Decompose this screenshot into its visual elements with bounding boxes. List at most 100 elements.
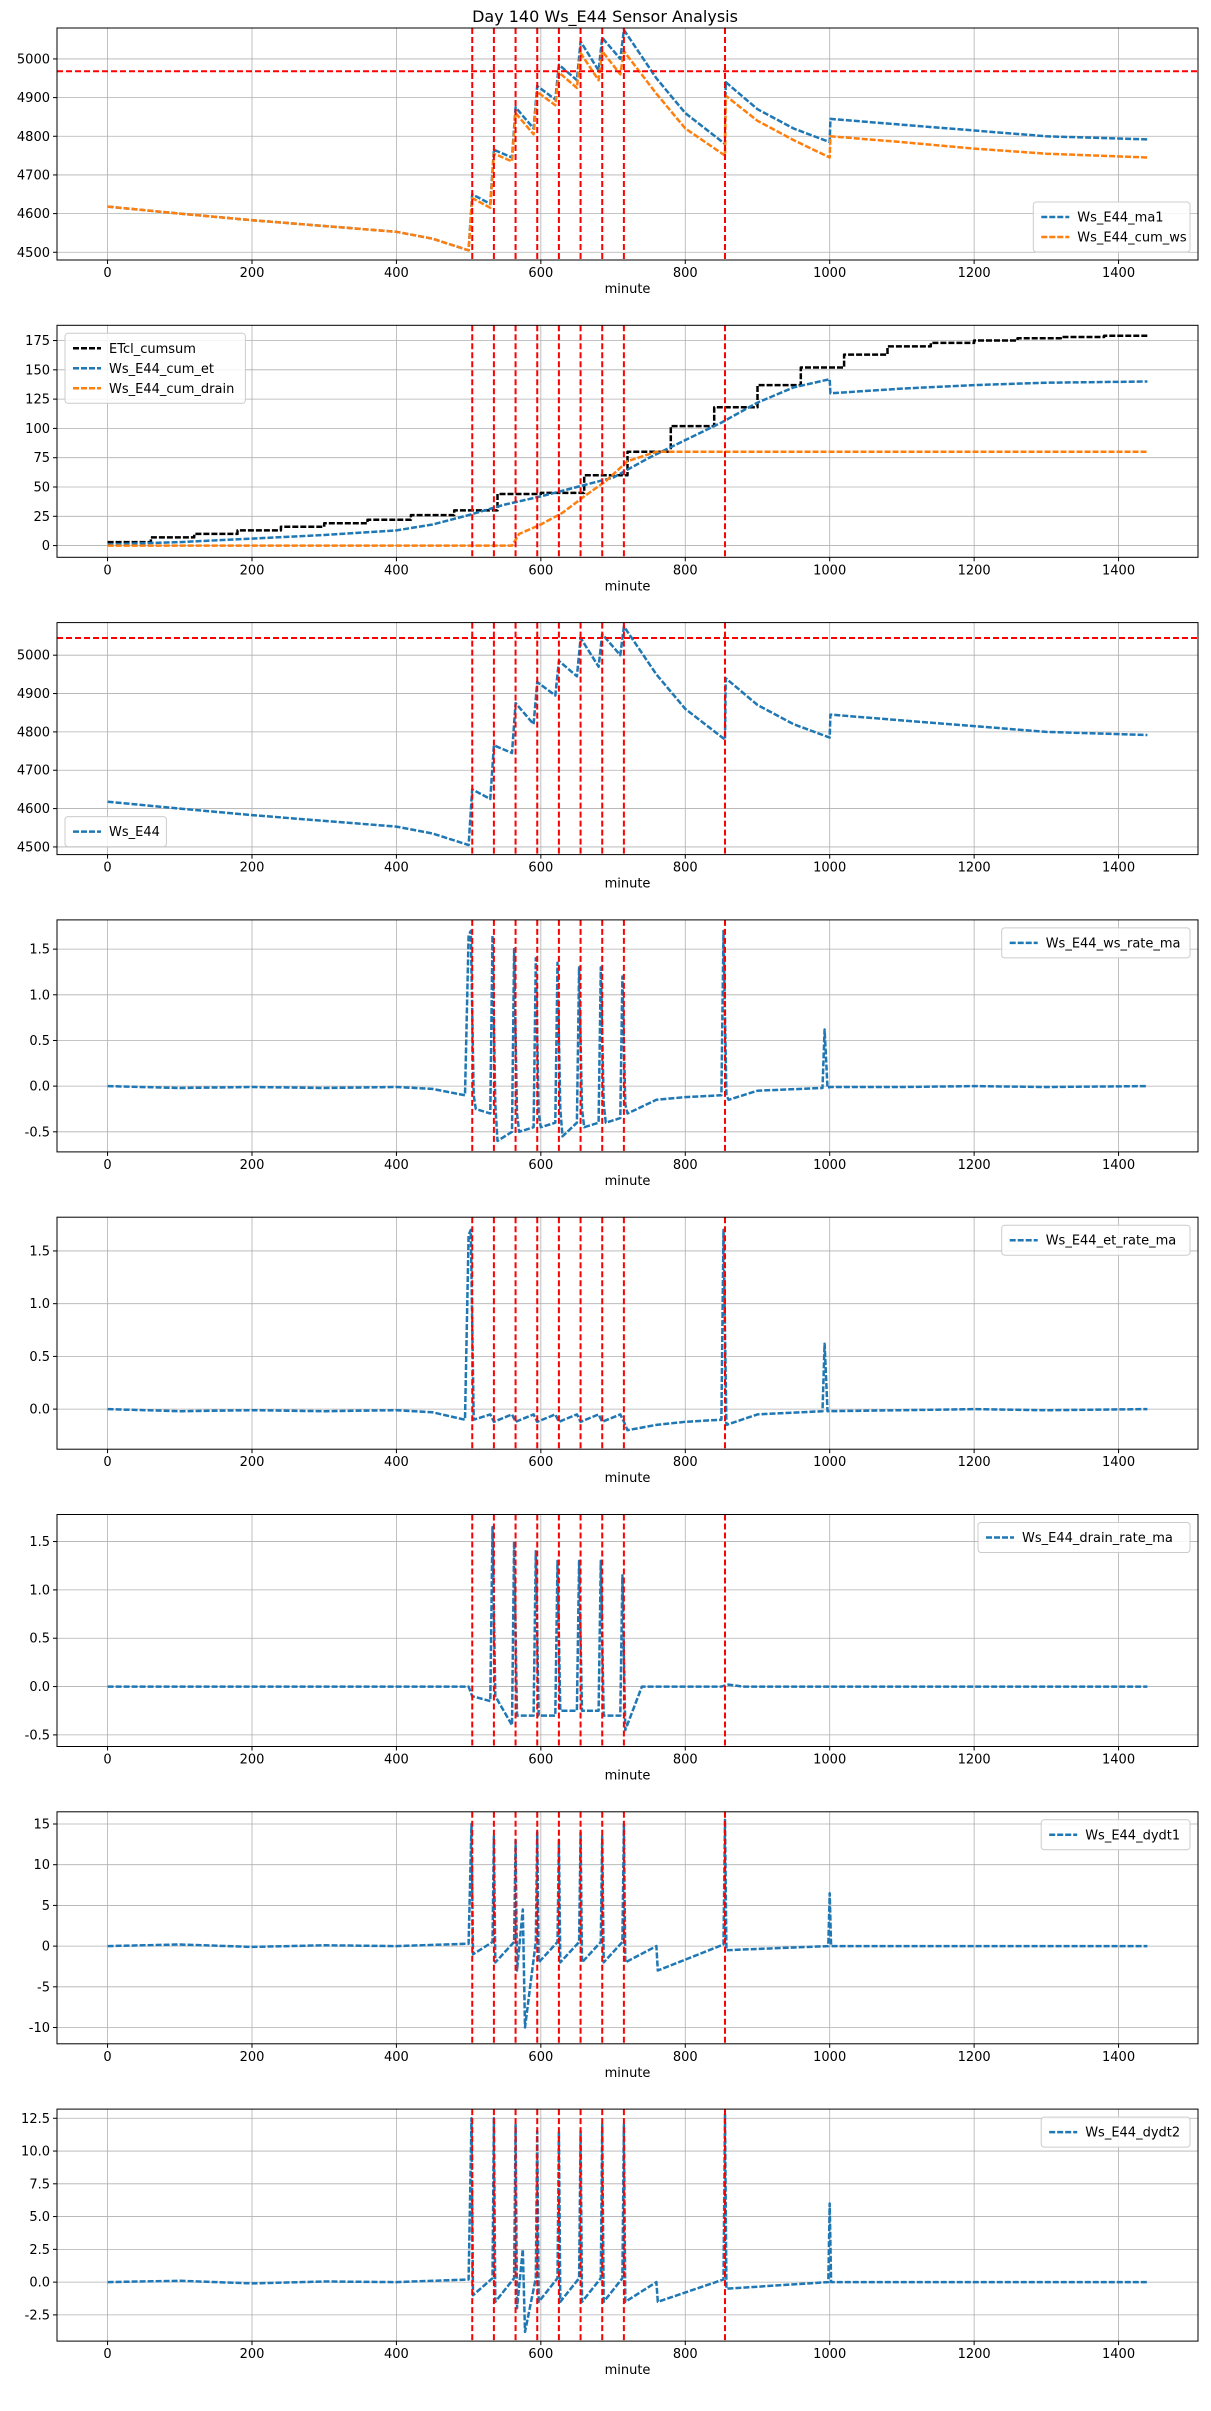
x-tick-label: 400 (384, 266, 409, 281)
x-tick-label: 800 (673, 861, 698, 876)
legend-label: Ws_E44_cum_et (109, 362, 214, 377)
x-tick-label: 1400 (1102, 1158, 1135, 1173)
legend-box (1040, 1819, 1191, 1851)
y-tick-label: 0.0 (29, 1680, 50, 1695)
x-tick-label: 1200 (958, 2347, 991, 2362)
panel-et-rate-ma: 0 200 400 600 800 1000 1200 1400 0.0 0.5 1.0 1.5 min… (29, 1216, 1199, 1486)
y-tick-label: 15 (33, 1818, 50, 1833)
series-line-Ws_E44_cum_ws (107, 49, 1148, 252)
y-tick-label: 4600 (17, 207, 50, 222)
x-tick-label: 0 (103, 563, 111, 578)
series-line-Ws_E44_drain_rate_ma (107, 1525, 1148, 1732)
x-tick-label: 600 (528, 1158, 553, 1173)
y-tick-label: 4800 (17, 725, 50, 740)
x-tick-label: 800 (673, 2050, 698, 2065)
x-tick-label: 400 (384, 861, 409, 876)
x-tick-label: 200 (240, 2347, 265, 2362)
legend-label: ETcl_cumsum (109, 342, 196, 357)
x-tick-label: 0 (103, 1455, 111, 1470)
x-tick-label: 200 (240, 861, 265, 876)
y-tick-label: 5000 (17, 52, 50, 67)
legend: ETcl_cumsum Ws_E44_cum_et Ws_E44_cum_drain (64, 332, 246, 404)
x-tick-label: 1200 (958, 2050, 991, 2065)
y-tick-label: 12.5 (21, 2112, 50, 2127)
x-tick-label: 200 (240, 1158, 265, 1173)
y-tick-label: 25 (33, 510, 50, 525)
series-group (107, 625, 1148, 847)
y-tick-label: 10.0 (21, 2145, 50, 2160)
y-tick-label: 1.5 (29, 1244, 50, 1259)
axes-frame (56, 1811, 1199, 2045)
panel-dydt1: 0 200 400 600 800 1000 1200 1400 -10 -5 0 5 10 15 minu… (29, 1811, 1199, 2081)
y-tick-label: 4500 (17, 246, 50, 261)
series-group (107, 28, 1148, 252)
x-tick-label: 600 (528, 563, 553, 578)
y-tick-label: 0.5 (29, 1034, 50, 1049)
x-tick-label: 1400 (1102, 861, 1135, 876)
x-tick-label: 800 (673, 1753, 698, 1768)
x-tick-label: 400 (384, 563, 409, 578)
y-tick-label: 4900 (17, 91, 50, 106)
x-tick-label: 1200 (958, 1158, 991, 1173)
x-tick-label: 1400 (1102, 1753, 1135, 1768)
axes-frame (56, 27, 1199, 261)
legend: Ws_E44_ma1 Ws_E44_cum_ws (1032, 201, 1191, 253)
x-tick-label: 1000 (813, 2347, 846, 2362)
x-tick-label: 0 (103, 861, 111, 876)
x-tick-label: 0 (103, 2347, 111, 2362)
x-tick-label: 1200 (958, 1753, 991, 1768)
y-tick-label: -0.5 (25, 1728, 50, 1743)
legend-label: Ws_E44_ma1 (1077, 211, 1163, 226)
legend-box (1001, 927, 1191, 959)
x-tick-label: 600 (528, 861, 553, 876)
x-tick-label: 1400 (1102, 563, 1135, 578)
x-tick-label: 800 (673, 1455, 698, 1470)
y-tick-label: -2.5 (25, 2308, 50, 2323)
y-tick-label: 10 (33, 1858, 50, 1873)
legend-label: Ws_E44_cum_ws (1077, 231, 1187, 246)
x-tick-label: 1400 (1102, 2347, 1135, 2362)
x-tick-label: 1000 (813, 266, 846, 281)
y-tick-label: 4500 (17, 840, 50, 855)
legend-box (1001, 1224, 1191, 1256)
x-tick-label: 400 (384, 1455, 409, 1470)
panel-dydt2: 0 200 400 600 800 1000 1200 1400 -2.5 0.0 2.5 5.0 7.… (21, 2108, 1199, 2378)
legend-box (977, 1522, 1191, 1553)
y-tick-label: 5000 (17, 649, 50, 664)
x-axis-label: minute (605, 2066, 651, 2081)
series-line-Ws_E44_cum_et (107, 377, 1148, 546)
y-tick-label: 1.5 (29, 943, 50, 958)
x-tick-label: 1000 (813, 861, 846, 876)
panel-ma1-cum-ws: 0 200 400 600 800 1000 1200 1400 4500 4600 4700 480… (17, 27, 1199, 297)
x-tick-label: 600 (528, 266, 553, 281)
y-tick-label: 0 (42, 1940, 50, 1955)
legend: Ws_E44_et_rate_ma (1001, 1224, 1191, 1256)
x-tick-label: 600 (528, 2347, 553, 2362)
y-tick-label: 0.0 (29, 1080, 50, 1095)
x-tick-label: 200 (240, 1753, 265, 1768)
y-tick-label: 1.5 (29, 1535, 50, 1550)
legend: Ws_E44_drain_rate_ma (977, 1522, 1191, 1553)
panel-ws-rate-ma: 0 200 400 600 800 1000 1200 1400 -0.5 0.0 0.5 1.0 1.… (25, 919, 1199, 1189)
x-tick-label: 1400 (1102, 266, 1135, 281)
x-tick-label: 200 (240, 266, 265, 281)
x-tick-label: 1000 (813, 1753, 846, 1768)
series-line-ETcl_cumsum (107, 334, 1149, 544)
y-tick-label: 0.0 (29, 2276, 50, 2291)
x-axis-label: minute (605, 1471, 651, 1486)
y-tick-label: 0.5 (29, 1350, 50, 1365)
legend-box (1032, 201, 1191, 253)
y-tick-label: 125 (25, 393, 50, 408)
y-tick-label: 1.0 (29, 1297, 50, 1312)
x-tick-label: 0 (103, 1753, 111, 1768)
legend-box (64, 332, 246, 404)
x-tick-label: 400 (384, 1158, 409, 1173)
y-tick-label: 4800 (17, 130, 50, 145)
y-tick-label: 1.0 (29, 1583, 50, 1598)
y-tick-label: 2.5 (29, 2243, 50, 2258)
x-tick-label: 1200 (958, 266, 991, 281)
x-tick-label: 1400 (1102, 2050, 1135, 2065)
series-group (107, 1228, 1148, 1432)
legend: Ws_E44 (64, 816, 167, 848)
